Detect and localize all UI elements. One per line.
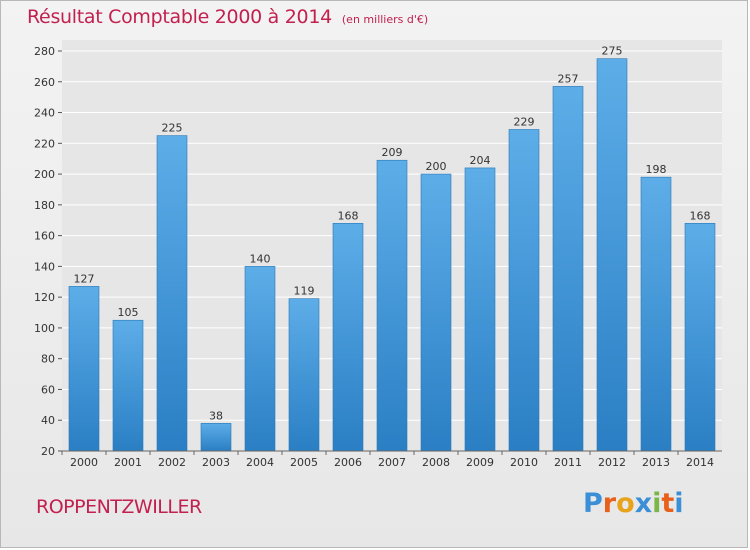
logo-letter: t xyxy=(661,488,675,519)
bar-2000 xyxy=(68,286,100,452)
y-tick-label: 200 xyxy=(34,168,55,181)
x-tick-label: 2013 xyxy=(642,456,670,469)
data-label: 105 xyxy=(118,306,139,319)
logo-letter: o xyxy=(616,488,635,519)
data-label: 168 xyxy=(690,209,711,222)
logo-letter: P xyxy=(583,488,603,519)
data-label: 127 xyxy=(74,272,95,285)
data-label: 38 xyxy=(209,409,223,422)
bar-2004 xyxy=(244,266,276,452)
x-tick-label: 2009 xyxy=(466,456,494,469)
x-tick-label: 2005 xyxy=(290,456,318,469)
y-axis: 20 40 60 80 100 120 140 160 180 200 220 240 260 280 xyxy=(34,45,62,458)
bar-2003 xyxy=(200,423,232,452)
x-tick-label: 2012 xyxy=(598,456,626,469)
data-label: 168 xyxy=(338,209,359,222)
data-label: 275 xyxy=(602,45,623,58)
location-name: ROPPENTZWILLER xyxy=(36,496,202,518)
x-tick-label: 2006 xyxy=(334,456,362,469)
y-tick-label: 20 xyxy=(41,445,55,458)
x-tick-label: 2001 xyxy=(114,456,142,469)
bar-2012 xyxy=(596,58,628,452)
data-label: 198 xyxy=(646,163,667,176)
bar-2013 xyxy=(640,176,672,452)
bar-2010 xyxy=(508,129,540,452)
x-tick-label: 2011 xyxy=(554,456,582,469)
y-tick-label: 240 xyxy=(34,107,55,120)
data-label: 140 xyxy=(250,252,271,265)
data-label: 257 xyxy=(558,72,579,85)
x-tick-label: 2008 xyxy=(422,456,450,469)
chart-title: Résultat Comptable 2000 à 2014 xyxy=(27,6,332,28)
x-tick-label: 2010 xyxy=(510,456,538,469)
y-tick-label: 100 xyxy=(34,322,55,335)
title-row: Résultat Comptable 2000 à 2014 (en millie… xyxy=(27,6,428,28)
data-label: 200 xyxy=(426,160,447,173)
y-tick-label: 80 xyxy=(41,353,55,366)
data-labels: 127 105 225 38 140 119 168 209 200 204 229 257 275 19… xyxy=(74,45,711,423)
proxiti-logo: Proxiti xyxy=(583,488,684,519)
x-tick-label: 2004 xyxy=(246,456,274,469)
data-label: 119 xyxy=(294,285,315,298)
y-tick-label: 60 xyxy=(41,383,55,396)
data-label: 229 xyxy=(514,115,535,128)
x-axis: 2000 2001 2002 2003 2004 2005 2006 2007 2008 2009… xyxy=(61,450,722,469)
bar-2014 xyxy=(684,223,716,452)
data-label: 204 xyxy=(470,154,491,167)
y-tick-label: 120 xyxy=(34,291,55,304)
bar-2006 xyxy=(332,223,364,452)
data-label: 209 xyxy=(382,146,403,159)
bar-2001 xyxy=(112,319,144,452)
bar-2008 xyxy=(420,173,452,452)
y-tick-label: 260 xyxy=(34,76,55,89)
y-tick-label: 140 xyxy=(34,260,55,273)
y-tick-label: 40 xyxy=(41,414,55,427)
y-tick-label: 220 xyxy=(34,137,55,150)
y-tick-label: 160 xyxy=(34,230,55,243)
logo-letter: r xyxy=(602,488,617,519)
logo-letter: i xyxy=(652,488,662,519)
bar-2009 xyxy=(464,167,496,452)
data-label: 225 xyxy=(162,122,183,135)
x-tick-label: 2003 xyxy=(202,456,230,469)
logo-letter: i xyxy=(674,488,684,519)
y-tick-label: 280 xyxy=(34,45,55,58)
bar-2007 xyxy=(376,159,408,452)
logo-letter: x xyxy=(634,488,653,519)
bar-2005 xyxy=(288,298,320,452)
x-tick-label: 2002 xyxy=(158,456,186,469)
bars xyxy=(68,58,716,452)
x-tick-label: 2014 xyxy=(686,456,714,469)
y-tick-label: 180 xyxy=(34,199,55,212)
chart-subtitle: (en milliers d'€) xyxy=(341,13,429,26)
x-tick-label: 2000 xyxy=(70,456,98,469)
bar-2002 xyxy=(156,135,188,452)
x-tick-label: 2007 xyxy=(378,456,406,469)
bar-2011 xyxy=(552,86,584,452)
